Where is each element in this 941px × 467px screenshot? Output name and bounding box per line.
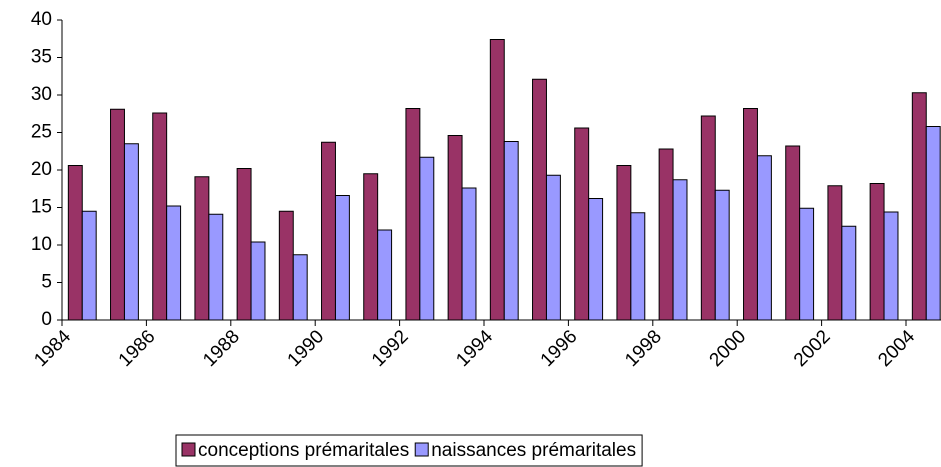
y-tick-label: 40 bbox=[31, 9, 52, 30]
bar bbox=[700, 115, 716, 321]
bar bbox=[419, 156, 435, 321]
bar bbox=[743, 108, 758, 321]
legend-label: conceptions prémaritales bbox=[198, 440, 409, 461]
bar bbox=[869, 183, 885, 321]
bar bbox=[321, 141, 336, 321]
x-tick-label: 1988 bbox=[199, 326, 244, 371]
bar bbox=[532, 78, 547, 321]
y-tick-label: 35 bbox=[31, 47, 52, 68]
bar bbox=[208, 213, 224, 321]
bar bbox=[672, 179, 688, 321]
bar bbox=[405, 108, 421, 321]
bar bbox=[236, 168, 252, 321]
legend-box bbox=[175, 434, 643, 467]
legend: conceptions prémaritales naissances préma… bbox=[175, 434, 643, 467]
bar bbox=[503, 141, 519, 321]
y-tick-label: 5 bbox=[41, 272, 52, 293]
bar bbox=[827, 185, 843, 321]
y-tick-label: 20 bbox=[31, 159, 52, 180]
bar bbox=[630, 212, 646, 321]
bar bbox=[334, 195, 350, 321]
bar bbox=[377, 229, 393, 321]
x-tick-label: 1992 bbox=[368, 326, 413, 371]
bar bbox=[841, 225, 857, 321]
x-tick-label: 2004 bbox=[874, 326, 919, 371]
bar bbox=[447, 135, 463, 321]
x-tick-label: 1994 bbox=[452, 326, 497, 371]
x-tick-label: 1996 bbox=[537, 326, 582, 371]
bar bbox=[658, 148, 674, 321]
x-tick-label: 2002 bbox=[790, 326, 835, 371]
x-tick-label: 2000 bbox=[706, 326, 751, 371]
x-tick-label: 1984 bbox=[30, 326, 75, 371]
y-tick-label: 0 bbox=[41, 309, 52, 330]
x-tick-label: 1986 bbox=[115, 326, 160, 371]
bar bbox=[152, 112, 168, 321]
bar bbox=[616, 165, 632, 321]
bar bbox=[292, 254, 308, 321]
bar bbox=[278, 210, 294, 321]
bar bbox=[799, 207, 815, 321]
bar bbox=[194, 176, 210, 321]
bar bbox=[250, 241, 266, 321]
bar bbox=[123, 143, 139, 321]
bar bbox=[756, 155, 772, 321]
x-tick-label: 1998 bbox=[621, 326, 666, 371]
bar bbox=[883, 211, 899, 321]
legend-swatch bbox=[414, 442, 429, 457]
bar bbox=[67, 165, 83, 321]
x-tick-label: 1990 bbox=[284, 326, 329, 371]
legend-label: naissances prémaritales bbox=[431, 440, 636, 461]
y-tick-label: 15 bbox=[31, 197, 52, 218]
bar bbox=[785, 145, 801, 321]
bar bbox=[574, 127, 590, 321]
legend-swatch bbox=[181, 442, 196, 457]
bar bbox=[545, 174, 561, 321]
bar bbox=[925, 126, 941, 321]
bar bbox=[911, 92, 927, 321]
bar bbox=[363, 173, 379, 321]
bar bbox=[714, 189, 730, 321]
bar bbox=[166, 205, 182, 321]
y-tick-label: 30 bbox=[31, 84, 52, 105]
bar bbox=[81, 210, 97, 321]
bar bbox=[110, 108, 125, 321]
bar bbox=[461, 187, 477, 321]
y-tick-label: 10 bbox=[31, 234, 52, 255]
y-tick-label: 25 bbox=[31, 122, 52, 143]
bar bbox=[489, 39, 505, 321]
bar bbox=[588, 198, 604, 321]
